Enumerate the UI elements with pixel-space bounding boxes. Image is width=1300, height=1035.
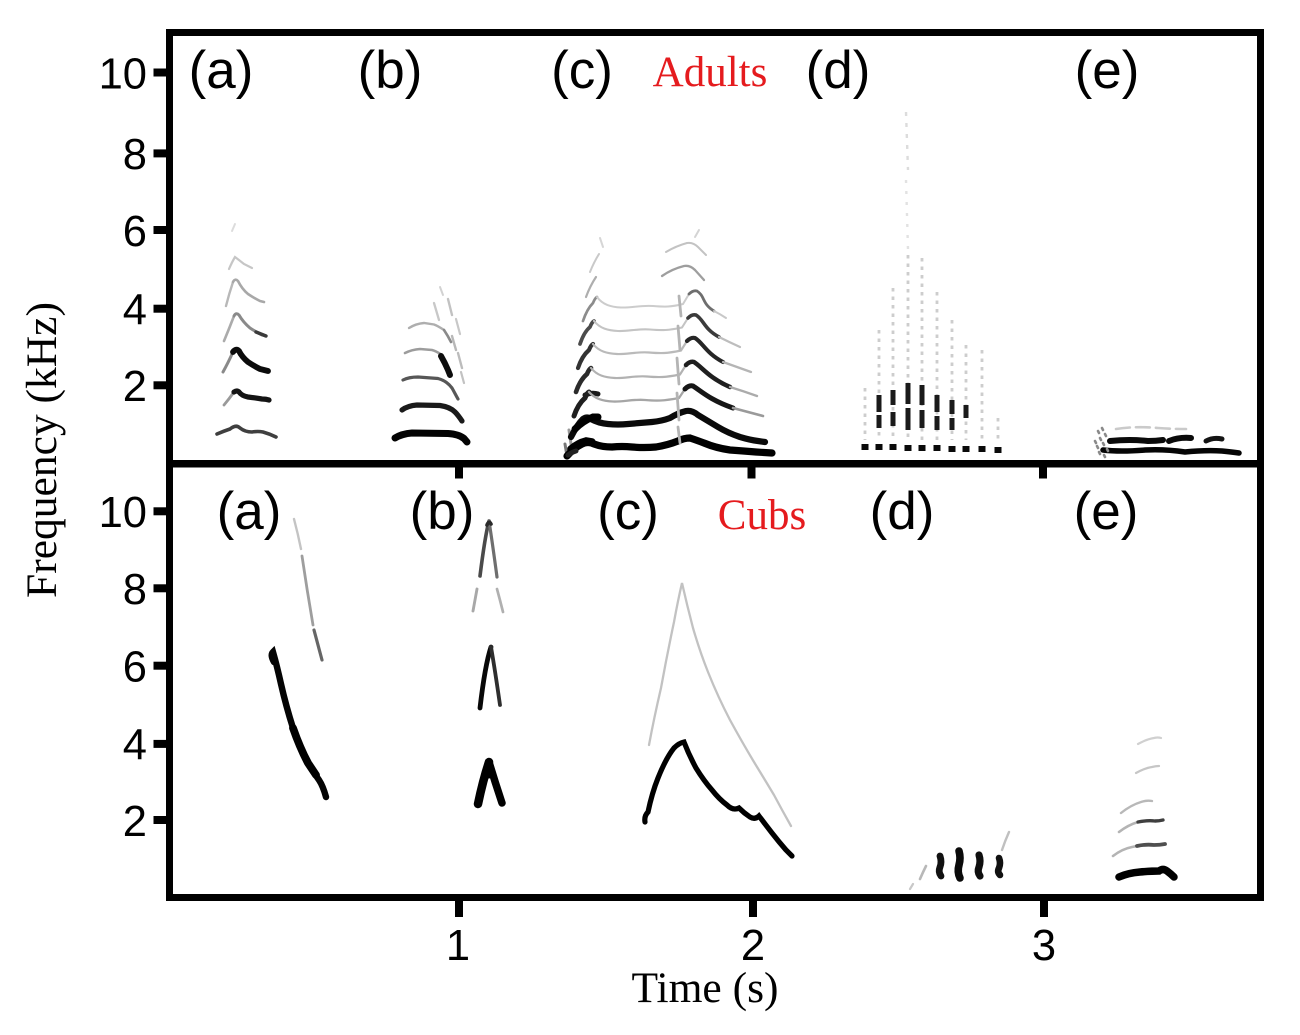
svg-text:4: 4 <box>123 722 147 770</box>
svg-text:8: 8 <box>123 566 147 614</box>
svg-text:6: 6 <box>123 208 147 256</box>
svg-text:(c): (c) <box>551 41 613 100</box>
svg-text:6: 6 <box>123 644 147 692</box>
svg-text:8: 8 <box>123 131 147 179</box>
svg-text:10: 10 <box>99 489 147 537</box>
svg-text:Frequency (kHz): Frequency (kHz) <box>18 302 66 598</box>
svg-text:2: 2 <box>123 798 147 846</box>
svg-text:(b): (b) <box>358 41 423 100</box>
svg-text:(b): (b) <box>410 482 475 541</box>
svg-text:2: 2 <box>741 922 765 970</box>
svg-text:(a): (a) <box>217 482 282 541</box>
svg-text:(a): (a) <box>189 41 254 100</box>
svg-text:(c): (c) <box>597 482 659 541</box>
svg-text:2: 2 <box>123 363 147 411</box>
svg-text:4: 4 <box>123 287 147 335</box>
svg-text:(e): (e) <box>1075 41 1140 100</box>
svg-text:(d): (d) <box>870 482 935 541</box>
svg-text:3: 3 <box>1032 922 1056 970</box>
svg-text:Time (s): Time (s) <box>631 964 778 1012</box>
svg-text:(e): (e) <box>1074 482 1139 541</box>
svg-text:(d): (d) <box>806 41 871 100</box>
svg-text:10: 10 <box>99 50 147 98</box>
svg-text:Cubs: Cubs <box>718 492 806 539</box>
svg-text:1: 1 <box>446 922 470 970</box>
svg-text:Adults: Adults <box>653 49 768 96</box>
